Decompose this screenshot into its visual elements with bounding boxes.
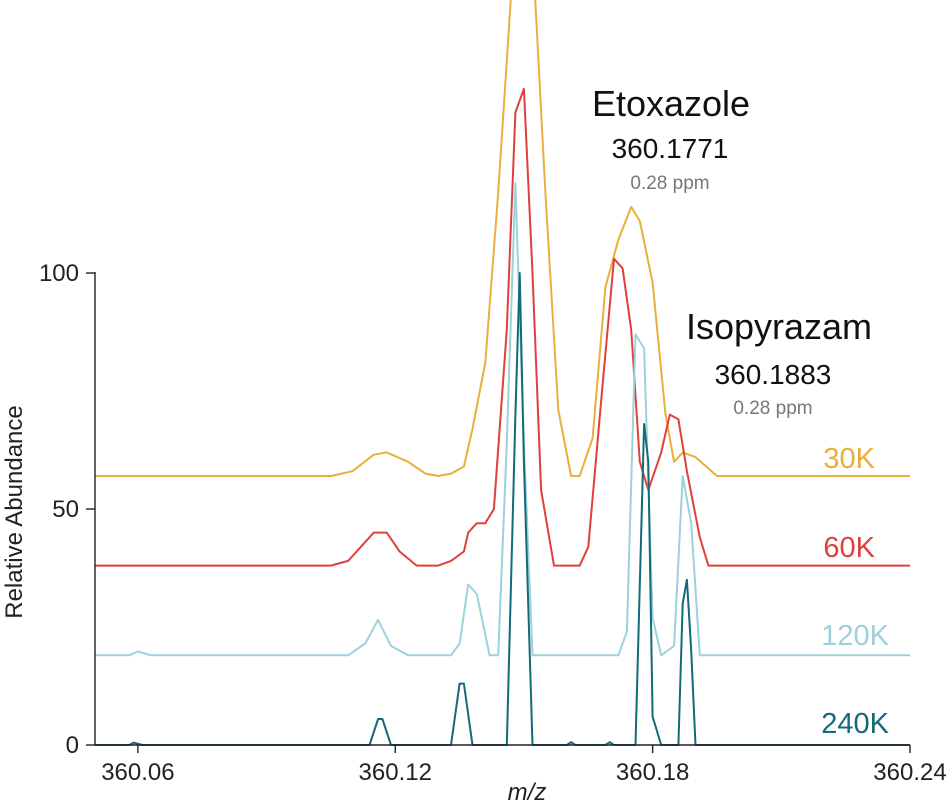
x-tick-label: 360.18 [616, 759, 689, 786]
series-label-240k: 240K [821, 708, 889, 740]
y-ticks: 0 50 100 [39, 260, 95, 759]
series-label-120k: 120K [821, 620, 889, 652]
etoxazole-name: Etoxazole [592, 83, 750, 124]
x-ticks: 360.06 360.12 360.18 360.24 [101, 745, 947, 786]
etoxazole-error: 0.28 ppm [630, 173, 709, 194]
isopyrazam-name: Isopyrazam [686, 306, 872, 347]
series-label-60k: 60K [823, 532, 875, 564]
y-axis-label: Relative Abundance [1, 405, 28, 619]
series-line-30k [95, 0, 910, 477]
x-axis-label: m/z [508, 779, 547, 805]
y-tick-label: 0 [66, 732, 79, 759]
x-tick-label: 360.24 [873, 759, 946, 786]
series-line-120k [95, 182, 910, 657]
y-tick-label: 50 [52, 496, 79, 523]
series-label-30k: 30K [823, 443, 875, 475]
y-tick-label: 100 [39, 260, 79, 287]
x-tick-label: 360.06 [101, 759, 174, 786]
isopyrazam-mz: 360.1883 [715, 359, 832, 390]
x-tick-label: 360.12 [359, 759, 432, 786]
series-line-60k [95, 87, 910, 567]
etoxazole-mz: 360.1771 [612, 133, 729, 164]
isopyrazam-error: 0.28 ppm [733, 398, 812, 419]
